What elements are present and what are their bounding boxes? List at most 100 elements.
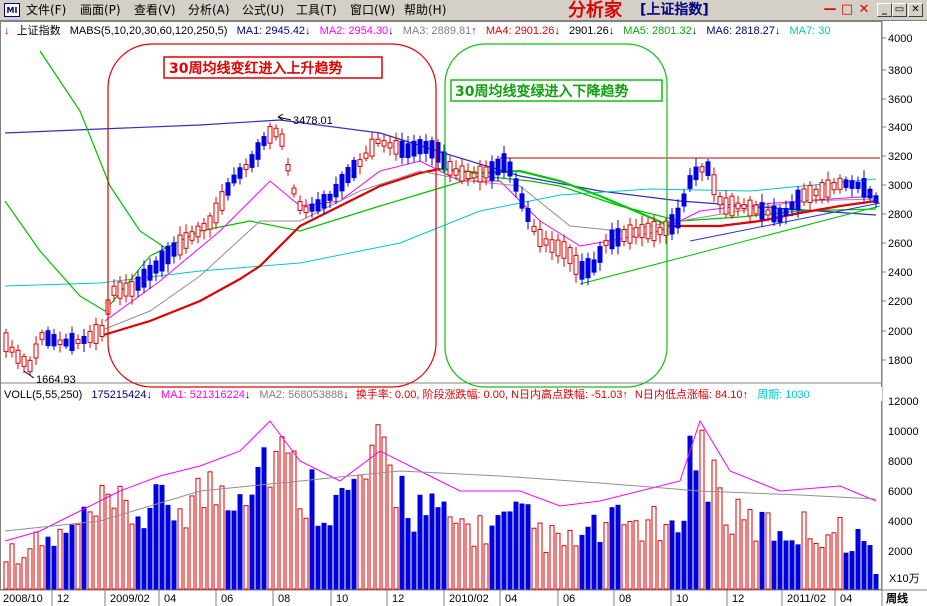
kline-chart[interactable]: 4000 3800 3600 3400 3200 3000 2800 2600 … bbox=[0, 21, 927, 606]
candle-body bbox=[219, 191, 225, 211]
menu-help[interactable]: 帮助(H) bbox=[404, 3, 447, 17]
mdi-restore-icon[interactable]: ▭ bbox=[892, 3, 907, 17]
volume-bar bbox=[303, 517, 309, 590]
volume-bar bbox=[255, 466, 261, 590]
period-label[interactable]: 周线 bbox=[886, 591, 908, 605]
candle-body bbox=[255, 142, 261, 160]
candle-body bbox=[165, 245, 171, 265]
candle-body bbox=[801, 188, 807, 203]
candle-body bbox=[57, 339, 63, 346]
candle-body bbox=[375, 138, 381, 144]
volume-bar bbox=[585, 526, 591, 590]
volume-bar bbox=[693, 470, 699, 590]
price-legend: ↓ 上证指数 MABS(5,10,20,30,60,120,250,5) MA1… bbox=[4, 21, 830, 38]
candle-body bbox=[645, 222, 651, 240]
mdi-minimize-icon[interactable]: _ bbox=[877, 3, 892, 17]
candle-body bbox=[855, 181, 861, 189]
vol-legend-clip bbox=[878, 387, 882, 401]
symbol-name: 上证指数 bbox=[17, 23, 61, 37]
legend-ma2: MA2: 2954.30 bbox=[320, 25, 389, 37]
volume-bar bbox=[69, 524, 75, 590]
volume-bar bbox=[795, 544, 801, 590]
volume-bar bbox=[297, 508, 303, 590]
volume-bar bbox=[9, 543, 15, 590]
candle-body bbox=[243, 163, 249, 171]
volume-bar bbox=[57, 528, 63, 590]
legend-ma5: MA5: 2801.32 bbox=[623, 25, 692, 37]
volume-bar bbox=[861, 541, 867, 590]
candle-body bbox=[447, 161, 453, 176]
ma250-line bbox=[4, 119, 877, 216]
time-tick: 06 bbox=[221, 593, 233, 605]
candle-body bbox=[279, 133, 285, 147]
candle-body bbox=[867, 188, 873, 199]
candle-body bbox=[321, 194, 327, 209]
candle-body bbox=[21, 355, 27, 367]
volume-bar bbox=[507, 511, 513, 590]
volume-bar bbox=[369, 444, 375, 590]
menu-file[interactable]: 文件(F) bbox=[26, 3, 67, 17]
volume-bar bbox=[207, 471, 213, 590]
candle-body bbox=[207, 215, 213, 230]
candle-body bbox=[687, 175, 693, 189]
up-trend-label-box bbox=[163, 56, 383, 79]
volume-bar bbox=[267, 486, 273, 590]
candle-body bbox=[621, 229, 627, 242]
volume-bar bbox=[513, 501, 519, 590]
volume-bar bbox=[777, 531, 783, 590]
candle-body bbox=[81, 336, 87, 344]
volume-bar bbox=[153, 484, 159, 590]
volume-bar bbox=[363, 478, 369, 590]
menu-screen[interactable]: 画面(P) bbox=[80, 3, 121, 17]
window-subtitle: [上证指数] bbox=[640, 2, 709, 18]
mdi-close-icon[interactable]: ✕ bbox=[908, 3, 923, 17]
menu-analyze[interactable]: 分析(A) bbox=[188, 3, 230, 17]
candle-body bbox=[471, 172, 477, 179]
volume-bar bbox=[609, 507, 615, 590]
app-icon[interactable]: MI bbox=[4, 3, 20, 17]
menu-view[interactable]: 查看(V) bbox=[134, 3, 176, 17]
restore-icon[interactable]: □ bbox=[840, 2, 854, 17]
candle-body bbox=[681, 193, 687, 207]
time-tick: 2009/02 bbox=[110, 593, 150, 605]
candle-body bbox=[831, 182, 837, 191]
candle-body bbox=[753, 204, 759, 215]
price-pane bbox=[3, 50, 881, 376]
candle-body bbox=[363, 152, 369, 159]
volume-bar bbox=[51, 545, 57, 590]
volume-bar bbox=[855, 528, 861, 590]
candle-body bbox=[495, 158, 501, 176]
minimize-icon[interactable]: — bbox=[823, 2, 837, 17]
candle-body bbox=[633, 227, 639, 238]
up-trend-label: 30周均线变红进入上升趋势 bbox=[169, 60, 342, 77]
close-icon[interactable]: ✕ bbox=[858, 2, 870, 17]
candle-body bbox=[75, 338, 81, 344]
ma60-early bbox=[39, 50, 171, 252]
volume-bar bbox=[141, 528, 147, 590]
volume-bar bbox=[549, 525, 555, 590]
volume-bar bbox=[663, 524, 669, 590]
volume-bar bbox=[675, 532, 681, 590]
menu-tools[interactable]: 工具(T) bbox=[296, 3, 337, 17]
volume-bar bbox=[243, 505, 249, 590]
candle-body bbox=[111, 285, 117, 296]
volume-ma1-line bbox=[4, 419, 877, 542]
candle-body bbox=[483, 166, 489, 179]
window-title: 分析家 bbox=[568, 0, 622, 21]
candle-body bbox=[555, 239, 561, 257]
volume-bar bbox=[525, 504, 531, 590]
candle-body bbox=[99, 325, 105, 337]
volume-bar bbox=[591, 514, 597, 590]
volume-bar bbox=[405, 518, 411, 590]
price-tick: 3400 bbox=[888, 122, 912, 134]
menu-formula[interactable]: 公式(U) bbox=[242, 3, 285, 17]
volume-bar bbox=[447, 516, 453, 590]
volume-bar bbox=[123, 499, 129, 590]
volume-bar bbox=[849, 551, 855, 590]
candle-body bbox=[33, 343, 39, 359]
candle-body bbox=[459, 165, 465, 182]
candle-body bbox=[651, 220, 657, 242]
price-tick: 2800 bbox=[888, 209, 912, 221]
volume-axis: 12000 10000 8000 6000 4000 2000 X10万 bbox=[888, 396, 920, 585]
menu-window[interactable]: 窗口(W) bbox=[350, 3, 396, 17]
